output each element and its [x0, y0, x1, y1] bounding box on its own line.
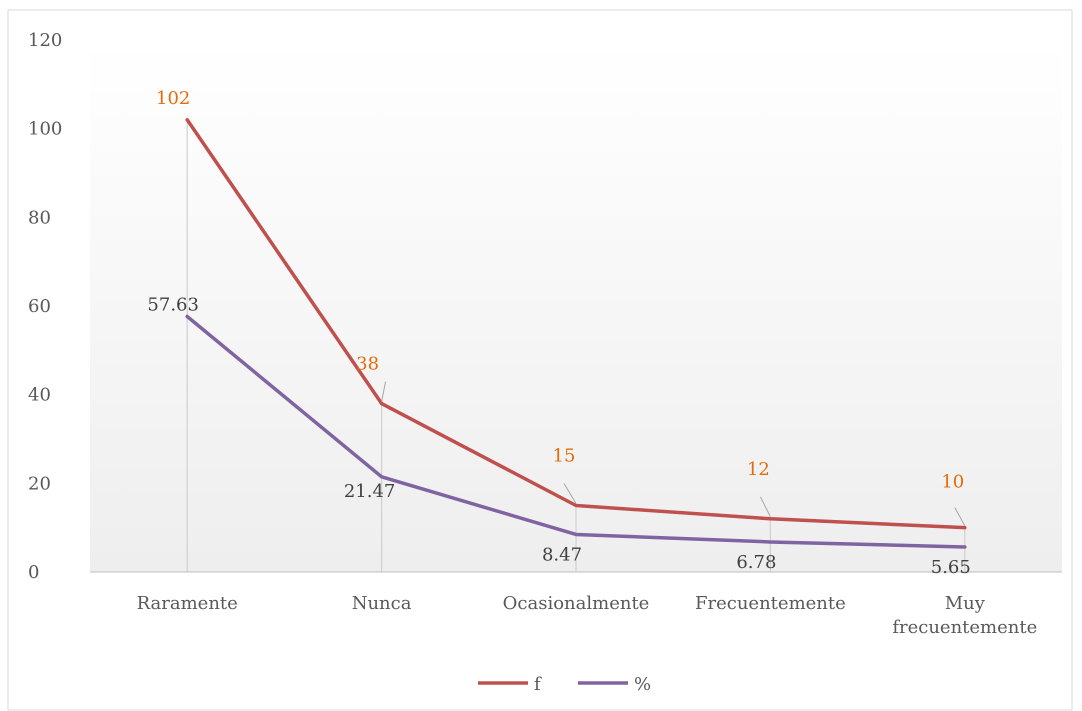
- y-tick-label: 0: [28, 562, 39, 583]
- y-axis-ticks: 0 20 40 60 80 100 120: [28, 30, 62, 583]
- label-leader-line: [759, 496, 771, 518]
- data-label: 21.47: [344, 481, 396, 502]
- y-tick-label: 120: [28, 30, 62, 51]
- series-line-0: [185, 118, 967, 530]
- plot-area: [90, 40, 1062, 572]
- data-label: 57.63: [147, 295, 199, 316]
- data-label: 10: [941, 472, 964, 493]
- drop-lines: [186, 119, 966, 572]
- series-line-1: [185, 314, 967, 549]
- x-tick-label: Muy frecuentemente: [892, 593, 1037, 638]
- label-leader-line: [381, 381, 387, 402]
- data-label: 38: [356, 354, 379, 375]
- data-label: 15: [553, 446, 576, 467]
- x-tick-label: Ocasionalmente: [503, 593, 650, 614]
- x-tick-label: Nunca: [352, 593, 412, 614]
- x-tick-label-line: Raramente: [137, 593, 238, 614]
- legend-label: %: [634, 674, 651, 695]
- y-tick-label: 100: [28, 119, 62, 140]
- data-label: 8.47: [542, 544, 582, 565]
- x-tick-label-line: Frecuentemente: [695, 593, 846, 614]
- series-lines: [185, 118, 967, 549]
- data-label: 12: [747, 459, 770, 480]
- x-tick-label-line: Ocasionalmente: [503, 593, 650, 614]
- legend-label: f: [534, 674, 542, 695]
- x-tick-label-line: Nunca: [352, 593, 412, 614]
- x-tick-label: Raramente: [137, 593, 238, 614]
- data-labels: 102 38 15 12 10 57.63 21.47 8.47 6.78 5.65: [147, 88, 970, 578]
- y-tick-label: 80: [28, 207, 51, 228]
- data-label: 5.65: [931, 557, 971, 578]
- x-tick-label-line: Muy: [945, 593, 986, 614]
- x-tick-label-line: frecuentemente: [892, 617, 1037, 638]
- data-label: 102: [156, 88, 190, 109]
- legend: f%: [478, 674, 651, 695]
- y-tick-label: 60: [28, 296, 51, 317]
- label-leader-line: [954, 507, 966, 526]
- y-tick-label: 40: [28, 385, 51, 406]
- data-label: 6.78: [736, 552, 776, 573]
- y-tick-label: 20: [28, 473, 51, 494]
- x-axis-ticks: Raramente Nunca Ocasionalmente Frecuentemen…: [137, 593, 1038, 638]
- label-leader-line: [563, 483, 577, 504]
- x-tick-label: Frecuentemente: [695, 593, 846, 614]
